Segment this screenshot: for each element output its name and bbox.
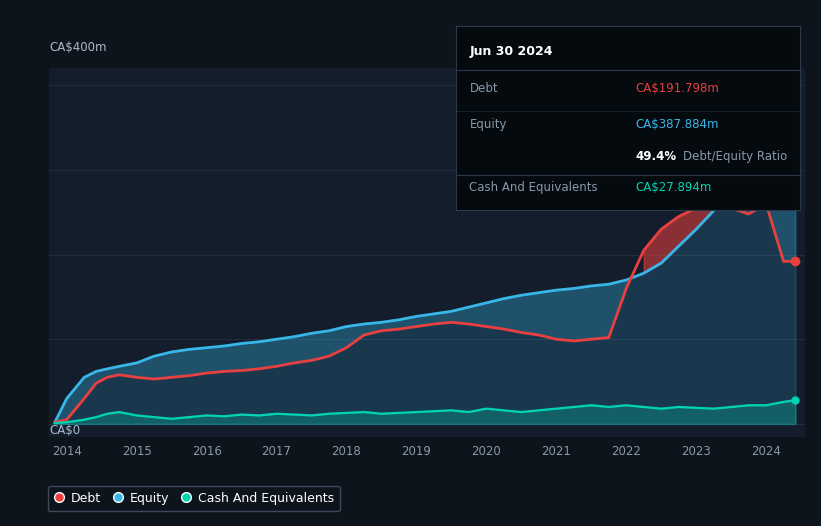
Text: CA$400m: CA$400m — [49, 41, 107, 54]
Text: Jun 30 2024: Jun 30 2024 — [470, 45, 553, 58]
Text: 49.4%: 49.4% — [635, 150, 676, 163]
Text: Debt/Equity Ratio: Debt/Equity Ratio — [683, 150, 787, 163]
Text: CA$0: CA$0 — [49, 424, 80, 437]
Text: CA$27.894m: CA$27.894m — [635, 181, 711, 194]
Text: Debt: Debt — [470, 82, 498, 95]
Text: CA$387.884m: CA$387.884m — [635, 118, 718, 132]
Text: Cash And Equivalents: Cash And Equivalents — [470, 181, 598, 194]
Legend: Debt, Equity, Cash And Equivalents: Debt, Equity, Cash And Equivalents — [48, 486, 340, 511]
Text: CA$191.798m: CA$191.798m — [635, 82, 719, 95]
Text: Equity: Equity — [470, 118, 507, 132]
